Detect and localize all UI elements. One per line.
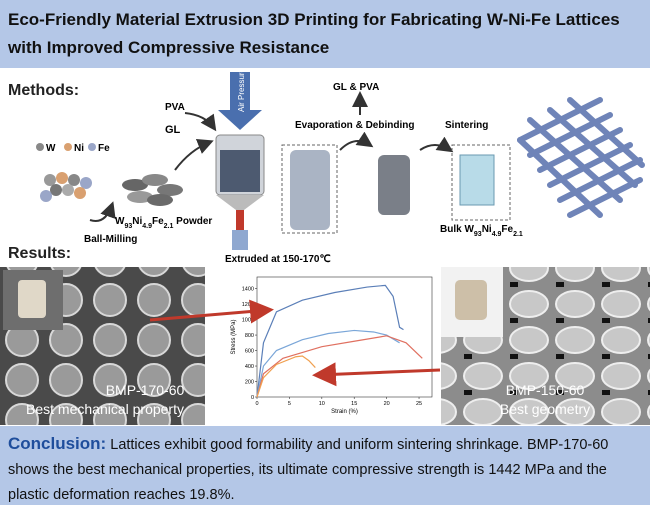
y-tick-label: 400 — [245, 364, 254, 370]
stress-curve — [256, 284, 404, 398]
left-note: Best mechanical property — [26, 401, 184, 417]
sample — [18, 280, 46, 318]
formula-part: Bulk W — [440, 224, 474, 235]
results-heading: Results: — [8, 245, 71, 262]
arrow — [419, 136, 454, 153]
legend-w: W — [46, 143, 56, 154]
formula-part: Fe — [501, 224, 513, 235]
formula-part: 2.1 — [513, 231, 523, 238]
lattice — [517, 97, 645, 218]
conclusion-text: Lattices exhibit good formability and un… — [8, 437, 609, 503]
y-tick-label: 800 — [245, 333, 254, 339]
red-arrow — [149, 299, 274, 324]
gl: GL — [165, 124, 181, 136]
stress-curve — [256, 355, 316, 398]
gl-pva: GL & PVA — [333, 82, 379, 93]
stress-curve — [256, 335, 423, 398]
y-tick-label: 0 — [251, 395, 254, 401]
arrow — [174, 139, 214, 171]
formula-part: 93 — [474, 231, 482, 238]
x-tick-label: 5 — [288, 401, 291, 407]
formula-part: Ni — [482, 224, 492, 235]
right-name: BMP-150-60 — [506, 382, 585, 398]
feedstock — [220, 150, 260, 192]
w-dot — [36, 143, 44, 151]
title: Eco-Friendly Material Extrusion 3D Print… — [0, 0, 650, 68]
filament — [232, 230, 248, 250]
fe-dot — [88, 143, 96, 151]
y-tick-label: 200 — [245, 380, 254, 386]
nozzle — [216, 195, 264, 210]
conclusion-label: Conclusion: — [8, 434, 107, 453]
pva: PVA — [165, 102, 185, 113]
formula-part: 4.9 — [492, 231, 502, 238]
methods-heading: Methods: — [8, 82, 79, 99]
y-tick-label: 1200 — [242, 302, 254, 308]
formula-part: 4.9 — [142, 223, 152, 230]
formula-part: W — [115, 216, 125, 227]
sinter: Sintering — [445, 120, 488, 131]
powder-label: W93Ni4.9Fe2.1 Powder — [115, 216, 212, 230]
zoom-box — [451, 144, 511, 221]
formula-part: Fe — [152, 216, 164, 227]
legend-fe: Fe — [98, 143, 110, 154]
powder-balls — [40, 172, 92, 202]
conclusion: Conclusion: Lattices exhibit good formab… — [0, 426, 650, 505]
air-pressure: Air Pressure — [237, 68, 246, 112]
stress-curve — [256, 329, 400, 398]
y-axis-label: Stress (MPa) — [231, 319, 237, 354]
arrow — [89, 201, 116, 222]
x-tick-label: 15 — [351, 401, 357, 407]
arrow — [339, 131, 374, 151]
body: Methods: W Ni Fe Ball-Milling W93Ni4.9Fe… — [0, 68, 650, 425]
legend-ni: Ni — [74, 143, 84, 154]
left-name: BMP-170-60 — [106, 382, 185, 398]
heater — [236, 210, 244, 230]
bulk-part — [459, 154, 495, 206]
bulk-label: Bulk W93Ni4.9Fe2.1 — [440, 224, 523, 238]
formula-part: Powder — [173, 216, 212, 227]
air-arrow — [218, 72, 262, 130]
red-arrow — [312, 362, 441, 387]
y-tick-label: 600 — [245, 349, 254, 355]
zoom-box — [281, 144, 338, 234]
ni-dot — [64, 143, 72, 151]
x-tick-label: 25 — [416, 401, 422, 407]
chart: 0 200 400 600 800 1000 1200 1400 0 5 10 15 20 25 Strai… — [231, 276, 433, 415]
x-tick-label: 20 — [384, 401, 390, 407]
x-tick-label: 10 — [319, 401, 325, 407]
sample — [455, 280, 487, 320]
x-axis-label: Strain (%) — [331, 409, 358, 415]
ball-milling: Ball-Milling — [84, 234, 137, 245]
formula-part: 93 — [124, 223, 132, 230]
right-note: Best geometry — [500, 401, 590, 417]
formula-part: Ni — [132, 216, 142, 227]
formula-part: 2.1 — [164, 223, 174, 230]
arrow — [184, 112, 217, 132]
y-tick-label: 1400 — [242, 287, 254, 293]
extruded: Extruded at 150-170℃ — [225, 254, 331, 265]
evap: Evaporation & Debinding — [295, 120, 414, 131]
y-tick-label: 1000 — [242, 318, 254, 324]
flakes — [122, 174, 183, 206]
green-part — [290, 150, 330, 230]
x-tick-label: 0 — [255, 401, 258, 407]
plot-frame — [256, 276, 433, 398]
debound-part — [378, 155, 410, 215]
